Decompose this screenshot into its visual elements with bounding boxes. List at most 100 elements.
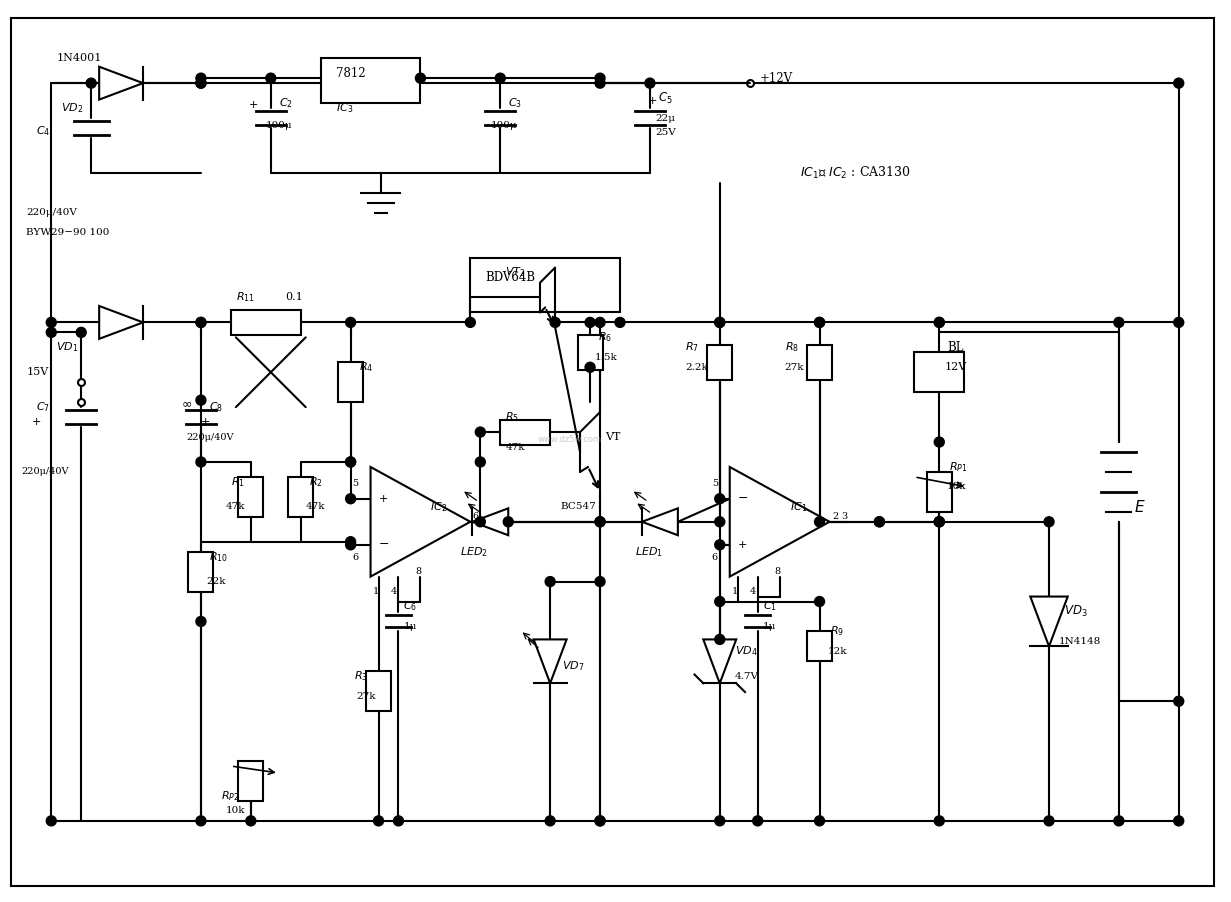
Circle shape: [715, 493, 725, 503]
Polygon shape: [534, 640, 566, 684]
Text: 47k: 47k: [505, 443, 524, 452]
Text: −: −: [737, 492, 748, 505]
Text: $C_1$: $C_1$: [763, 600, 777, 613]
Circle shape: [934, 318, 944, 327]
Circle shape: [475, 457, 485, 467]
Circle shape: [715, 517, 725, 527]
Circle shape: [394, 816, 404, 826]
Circle shape: [196, 816, 206, 826]
Circle shape: [595, 318, 604, 327]
Text: 4: 4: [390, 587, 396, 596]
Text: 1N4001: 1N4001: [57, 53, 102, 63]
Text: $IC_3$: $IC_3$: [336, 101, 353, 115]
Text: $R_{11}$: $R_{11}$: [236, 290, 255, 304]
Text: $R_2$: $R_2$: [309, 475, 323, 489]
Text: 100μ: 100μ: [266, 121, 293, 130]
Circle shape: [47, 816, 57, 826]
Circle shape: [503, 517, 513, 527]
Polygon shape: [1030, 596, 1067, 647]
Text: $R_4$: $R_4$: [358, 361, 373, 374]
Circle shape: [550, 318, 560, 327]
Text: 6: 6: [712, 553, 718, 562]
Text: 220μ/40V: 220μ/40V: [21, 467, 69, 476]
Text: $C_5$: $C_5$: [657, 90, 672, 106]
Bar: [708, 345, 732, 380]
Text: $C_8$: $C_8$: [209, 400, 223, 414]
Text: 0.1: 0.1: [286, 292, 304, 302]
Circle shape: [1044, 816, 1054, 826]
Circle shape: [266, 73, 276, 83]
Circle shape: [346, 457, 356, 467]
Circle shape: [616, 318, 625, 327]
Text: $C_6$: $C_6$: [404, 600, 417, 613]
Polygon shape: [641, 509, 678, 535]
Text: BDV64B: BDV64B: [485, 271, 535, 284]
Text: 12V: 12V: [944, 363, 966, 373]
Bar: [470, 258, 620, 312]
Circle shape: [1173, 816, 1184, 826]
Text: −: −: [379, 538, 389, 551]
Text: 5: 5: [352, 479, 358, 488]
Text: 22μ: 22μ: [655, 114, 675, 123]
Circle shape: [246, 816, 256, 826]
Text: $IC_1$、 $IC_2$ : CA3130: $IC_1$、 $IC_2$ : CA3130: [800, 165, 910, 181]
Text: $R_8$: $R_8$: [784, 340, 799, 354]
Text: $VD_3$: $VD_3$: [1064, 604, 1088, 619]
Text: 10k: 10k: [947, 483, 966, 492]
Bar: [500, 419, 550, 445]
Circle shape: [934, 318, 944, 327]
Text: $LED_2$: $LED_2$: [460, 545, 489, 558]
Text: 100μ: 100μ: [490, 121, 517, 130]
Text: $R_{P2}$: $R_{P2}$: [220, 789, 240, 803]
Text: 10k: 10k: [225, 806, 245, 815]
Circle shape: [495, 73, 505, 83]
Text: 220μ/40V: 220μ/40V: [186, 433, 234, 442]
Text: 220μ/40V: 220μ/40V: [26, 208, 78, 217]
Circle shape: [752, 816, 763, 826]
Text: $\infty$: $\infty$: [181, 398, 192, 410]
Circle shape: [595, 816, 604, 826]
Text: 1: 1: [373, 587, 379, 596]
Text: BYW29−90 100: BYW29−90 100: [26, 228, 110, 237]
Text: 7812: 7812: [336, 67, 366, 79]
Circle shape: [934, 437, 944, 447]
Circle shape: [815, 517, 825, 527]
Circle shape: [545, 576, 555, 586]
Circle shape: [595, 576, 604, 586]
Circle shape: [47, 327, 57, 337]
Circle shape: [934, 816, 944, 826]
Circle shape: [595, 816, 604, 826]
Circle shape: [475, 427, 485, 437]
Circle shape: [86, 78, 96, 88]
Text: 15V: 15V: [26, 367, 48, 377]
Text: 12k: 12k: [827, 647, 847, 656]
Circle shape: [346, 318, 356, 327]
Circle shape: [196, 78, 206, 88]
Text: www.dz5w.com: www.dz5w.com: [538, 435, 602, 444]
Bar: [320, 59, 421, 103]
Text: 5: 5: [712, 479, 718, 488]
Circle shape: [715, 634, 725, 644]
Text: 22k: 22k: [206, 577, 225, 586]
Text: +12V: +12V: [760, 71, 793, 85]
Bar: [188, 552, 213, 592]
Text: $VD_1$: $VD_1$: [57, 340, 79, 354]
Circle shape: [934, 517, 944, 527]
Circle shape: [715, 596, 725, 606]
Text: 25V: 25V: [655, 128, 676, 137]
Text: +: +: [31, 417, 41, 427]
Bar: [927, 472, 952, 511]
Text: $C_3$: $C_3$: [508, 97, 522, 110]
Text: 1: 1: [731, 587, 739, 596]
Polygon shape: [100, 67, 143, 99]
Bar: [231, 310, 300, 335]
Circle shape: [595, 517, 604, 527]
Text: $VD_2$: $VD_2$: [62, 101, 84, 115]
Circle shape: [196, 73, 206, 83]
Circle shape: [346, 493, 356, 503]
Circle shape: [815, 596, 825, 606]
Text: 1μ: 1μ: [404, 622, 417, 631]
Bar: [808, 631, 832, 661]
Circle shape: [475, 517, 485, 527]
Circle shape: [346, 457, 356, 467]
